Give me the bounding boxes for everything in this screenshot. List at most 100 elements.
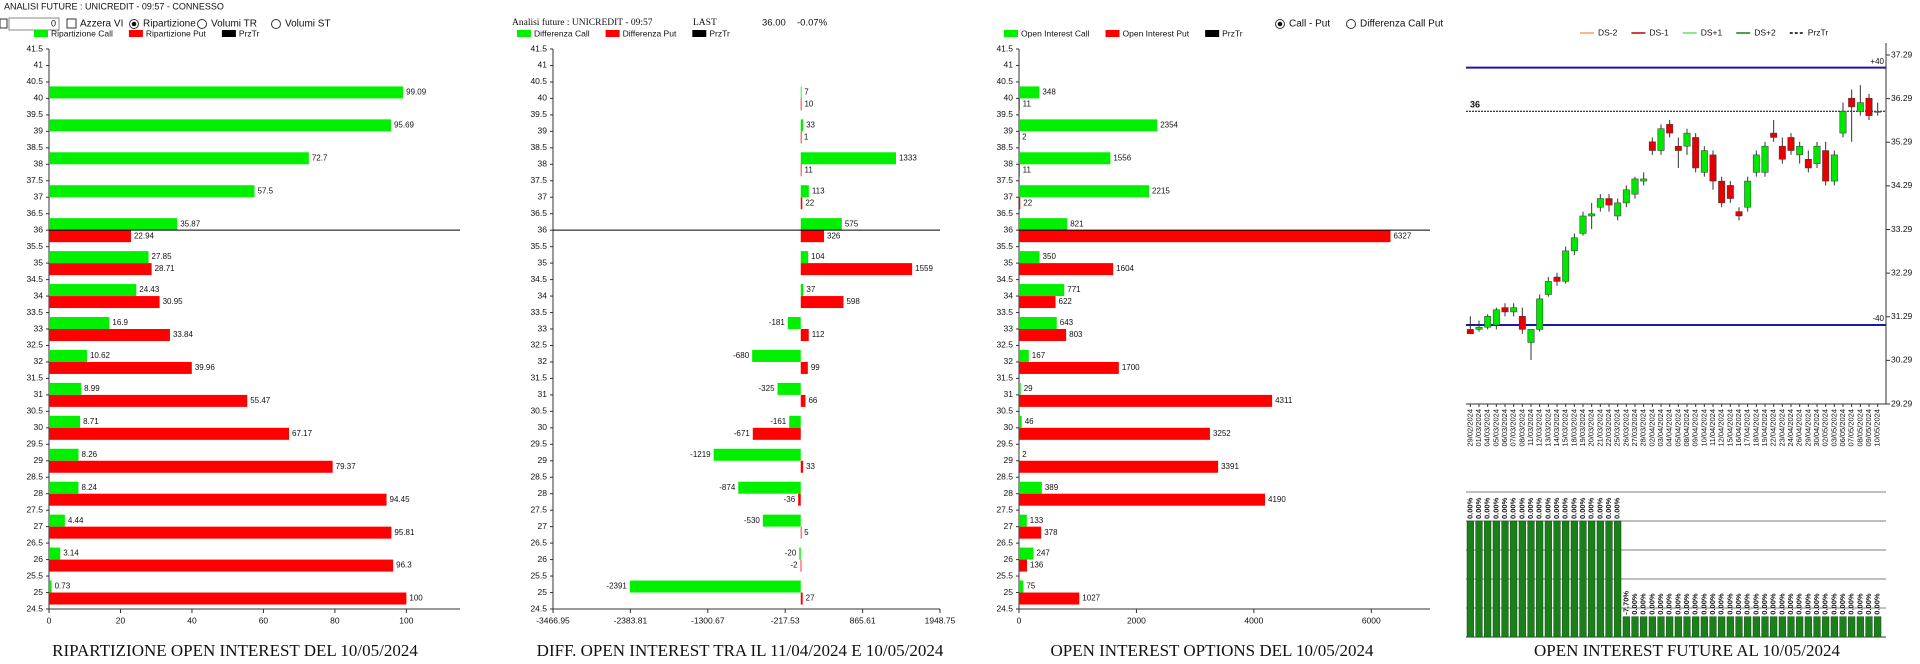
y-tick-label: 34 bbox=[538, 290, 548, 300]
data-label: 112 bbox=[812, 330, 825, 339]
chart-title: OPEN INTEREST OPTIONS DEL 10/05/2024 bbox=[1051, 641, 1375, 660]
x-tick-label: 21/03/2024 bbox=[1595, 409, 1604, 447]
data-label: 95.81 bbox=[394, 528, 415, 537]
bar bbox=[1848, 616, 1856, 638]
radio-dot bbox=[131, 21, 137, 27]
x-tick-label: 05/04/2024 bbox=[1673, 409, 1682, 447]
y-tick-label: 25 bbox=[1004, 587, 1014, 597]
y-tick-label: 37.5 bbox=[26, 175, 43, 185]
data-label: 1559 bbox=[915, 264, 933, 273]
radio[interactable] bbox=[1346, 19, 1356, 29]
chart-title: RIPARTIZIONE OPEN INTEREST DEL 10/05/202… bbox=[52, 641, 418, 660]
radio[interactable] bbox=[197, 19, 207, 29]
data-label: 8.71 bbox=[83, 417, 99, 426]
radio-label[interactable]: Call - Put bbox=[1289, 19, 1330, 30]
bar bbox=[1830, 616, 1838, 638]
data-label: 22.94 bbox=[134, 231, 155, 240]
data-label: 67.17 bbox=[292, 429, 313, 438]
y-tick-label: 39.5 bbox=[26, 109, 43, 119]
bar-label: 0.00% bbox=[1864, 593, 1873, 615]
input-value[interactable]: 0 bbox=[51, 18, 56, 28]
candle-body bbox=[1778, 145, 1786, 160]
candle-body bbox=[1752, 154, 1760, 173]
bar bbox=[800, 98, 802, 111]
bar bbox=[1019, 481, 1042, 494]
x-tick-label: 07/05/2024 bbox=[1847, 409, 1856, 447]
bar bbox=[49, 415, 81, 428]
bar bbox=[1019, 86, 1040, 99]
candle-body bbox=[1796, 145, 1804, 156]
candle-body bbox=[1848, 97, 1856, 108]
y-tick-label: 26 bbox=[538, 554, 548, 564]
bar bbox=[1856, 616, 1864, 638]
y-tick-label: 32 bbox=[34, 356, 44, 366]
legend-label: Differenza Put bbox=[623, 28, 677, 38]
y-tick-label: 34.29 bbox=[1891, 180, 1913, 190]
x-tick-label: 14/03/2024 bbox=[1552, 409, 1561, 447]
bar bbox=[49, 592, 407, 605]
bar bbox=[1544, 520, 1552, 638]
y-tick-label: 36.29 bbox=[1891, 93, 1913, 103]
data-label: 350 bbox=[1043, 252, 1057, 261]
bar bbox=[1770, 616, 1778, 638]
checkbox-label[interactable]: Azzera VI bbox=[80, 19, 123, 30]
x-tick-label: 29/04/2024 bbox=[1803, 409, 1812, 447]
x-tick-label: 02/04/2024 bbox=[1647, 409, 1656, 447]
checkbox[interactable] bbox=[0, 18, 8, 29]
bar bbox=[752, 427, 801, 440]
data-label: 3.14 bbox=[63, 549, 79, 558]
bar-label: 0.00% bbox=[1847, 593, 1856, 615]
y-tick-label: 39 bbox=[34, 126, 44, 136]
data-label: 3252 bbox=[1213, 429, 1231, 438]
data-label: 2 bbox=[1022, 132, 1027, 141]
bar bbox=[49, 185, 255, 198]
bar bbox=[49, 86, 404, 99]
data-label: -161 bbox=[770, 417, 787, 426]
x-tick-label: 07/03/2024 bbox=[1509, 409, 1518, 447]
radio-label[interactable]: Volumi TR bbox=[211, 19, 257, 30]
bar bbox=[1709, 616, 1717, 638]
legend-label: PrzTr bbox=[1222, 28, 1243, 38]
bar-label: -7.70% bbox=[1621, 591, 1630, 615]
y-tick-label: 29 bbox=[1004, 455, 1014, 465]
y-tick-label: 24.5 bbox=[996, 603, 1013, 613]
bar bbox=[800, 197, 803, 210]
y-tick-label: 34.5 bbox=[26, 274, 43, 284]
data-label: 10.62 bbox=[90, 351, 111, 360]
radio-label[interactable]: Volumi ST bbox=[285, 19, 331, 30]
bar bbox=[49, 514, 65, 527]
y-tick-label: 41.5 bbox=[996, 43, 1013, 53]
data-label: 79.37 bbox=[336, 462, 357, 471]
candle-body bbox=[1579, 215, 1587, 234]
y-tick-label: 29.5 bbox=[996, 439, 1013, 449]
radio[interactable] bbox=[271, 19, 281, 29]
y-tick-label: 34.5 bbox=[530, 274, 547, 284]
bar-label: 0.00% bbox=[1535, 497, 1544, 519]
radio-label[interactable]: Differenza Call Put bbox=[1360, 19, 1443, 30]
bar-label: 0.00% bbox=[1795, 593, 1804, 615]
y-tick-label: 33.5 bbox=[26, 307, 43, 317]
candle-body bbox=[1518, 316, 1526, 330]
bar bbox=[800, 526, 802, 539]
y-tick-label: 26.5 bbox=[26, 537, 43, 547]
checkbox[interactable] bbox=[66, 18, 77, 29]
data-label: 803 bbox=[1069, 330, 1083, 339]
y-tick-label: 38.5 bbox=[26, 142, 43, 152]
x-tick-label: 4000 bbox=[1244, 615, 1263, 625]
data-label: 821 bbox=[1070, 219, 1084, 228]
y-tick-label: 31.5 bbox=[996, 373, 1013, 383]
y-tick-label: 40.5 bbox=[26, 76, 43, 86]
legend-label: Ripartizione Put bbox=[146, 28, 207, 38]
radio-label[interactable]: Ripartizione bbox=[143, 19, 196, 30]
x-tick-label: 08/05/2024 bbox=[1855, 409, 1864, 447]
bar bbox=[1019, 263, 1114, 276]
bar bbox=[1588, 520, 1596, 638]
data-label: 3391 bbox=[1221, 462, 1239, 471]
legend-label: PrzTr bbox=[709, 28, 730, 38]
y-tick-label: 30.5 bbox=[530, 406, 547, 416]
bar-label: 0.00% bbox=[1760, 593, 1769, 615]
x-tick-label: 30/04/2024 bbox=[1812, 409, 1821, 447]
last-label: LAST bbox=[693, 18, 717, 28]
x-tick-label: -3466.95 bbox=[536, 615, 570, 625]
candle-body bbox=[1501, 307, 1509, 313]
